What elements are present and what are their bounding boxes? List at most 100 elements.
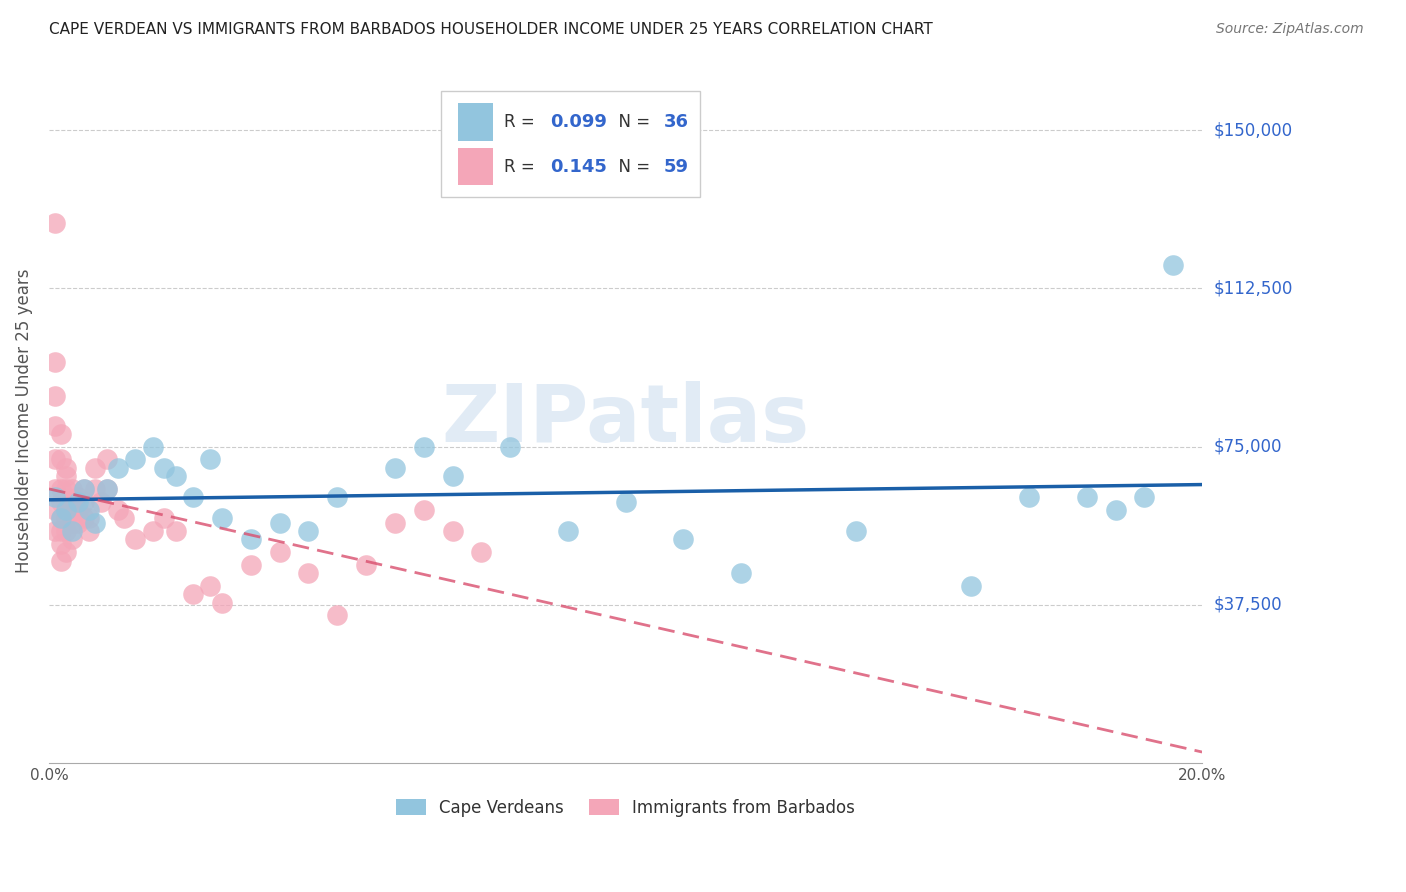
Point — [1076, 491, 1098, 505]
Point — [79, 511, 101, 525]
Point — [55, 511, 77, 525]
Point — [326, 491, 349, 505]
Point — [165, 469, 187, 483]
Text: $150,000: $150,000 — [1213, 121, 1292, 139]
Point — [181, 491, 204, 505]
Point — [200, 579, 222, 593]
Point — [49, 452, 72, 467]
Point — [55, 494, 77, 508]
Point — [84, 516, 107, 530]
Point — [84, 482, 107, 496]
Text: R =: R = — [505, 113, 540, 131]
FancyBboxPatch shape — [458, 103, 494, 141]
Point — [614, 494, 637, 508]
Point — [44, 418, 66, 433]
Point — [79, 503, 101, 517]
Point — [55, 482, 77, 496]
Point — [354, 558, 377, 572]
Point — [269, 545, 291, 559]
Point — [211, 596, 233, 610]
Point — [297, 524, 319, 538]
Point — [44, 216, 66, 230]
Point — [412, 503, 434, 517]
Point — [49, 427, 72, 442]
Point — [49, 537, 72, 551]
Point — [49, 494, 72, 508]
Point — [55, 545, 77, 559]
Point — [44, 482, 66, 496]
Point — [55, 503, 77, 517]
Point — [239, 558, 262, 572]
Point — [1161, 258, 1184, 272]
Point — [84, 460, 107, 475]
Point — [96, 452, 118, 467]
Point — [66, 494, 89, 508]
Point — [297, 566, 319, 581]
Point — [55, 524, 77, 538]
Point — [384, 516, 406, 530]
Point — [470, 545, 492, 559]
Text: $112,500: $112,500 — [1213, 279, 1292, 297]
Point — [55, 469, 77, 483]
Point — [44, 491, 66, 505]
Point — [72, 482, 94, 496]
Text: ZIPatlas: ZIPatlas — [441, 381, 810, 459]
Text: R =: R = — [505, 158, 540, 176]
Point — [60, 516, 83, 530]
Point — [1133, 491, 1156, 505]
Point — [1018, 491, 1040, 505]
Point — [211, 511, 233, 525]
Point — [557, 524, 579, 538]
Point — [107, 460, 129, 475]
Point — [44, 452, 66, 467]
Point — [44, 389, 66, 403]
Point — [44, 355, 66, 369]
Point — [124, 533, 146, 547]
Point — [72, 511, 94, 525]
Point — [60, 494, 83, 508]
Point — [441, 524, 464, 538]
Text: $75,000: $75,000 — [1213, 438, 1282, 456]
Text: 0.145: 0.145 — [551, 158, 607, 176]
Text: N =: N = — [609, 113, 655, 131]
Point — [55, 460, 77, 475]
Point — [72, 494, 94, 508]
Point — [49, 511, 72, 525]
Point — [66, 491, 89, 505]
Point — [326, 608, 349, 623]
Point — [112, 511, 135, 525]
Point — [60, 524, 83, 538]
Y-axis label: Householder Income Under 25 years: Householder Income Under 25 years — [15, 268, 32, 573]
Point — [499, 440, 522, 454]
Point — [1104, 503, 1126, 517]
Legend: Cape Verdeans, Immigrants from Barbados: Cape Verdeans, Immigrants from Barbados — [389, 792, 862, 823]
Point — [730, 566, 752, 581]
Point — [79, 524, 101, 538]
Point — [412, 440, 434, 454]
Text: N =: N = — [609, 158, 655, 176]
Text: CAPE VERDEAN VS IMMIGRANTS FROM BARBADOS HOUSEHOLDER INCOME UNDER 25 YEARS CORRE: CAPE VERDEAN VS IMMIGRANTS FROM BARBADOS… — [49, 22, 934, 37]
Point — [49, 511, 72, 525]
Text: $37,500: $37,500 — [1213, 596, 1282, 614]
Point — [200, 452, 222, 467]
Point — [44, 503, 66, 517]
Point — [845, 524, 868, 538]
Point — [49, 524, 72, 538]
FancyBboxPatch shape — [458, 148, 494, 186]
Text: 36: 36 — [664, 113, 689, 131]
Point — [72, 482, 94, 496]
Point — [49, 482, 72, 496]
Point — [672, 533, 695, 547]
Point — [960, 579, 983, 593]
Text: 0.099: 0.099 — [551, 113, 607, 131]
Point — [60, 503, 83, 517]
Point — [66, 516, 89, 530]
FancyBboxPatch shape — [441, 91, 700, 197]
Point — [96, 482, 118, 496]
Point — [124, 452, 146, 467]
Text: Source: ZipAtlas.com: Source: ZipAtlas.com — [1216, 22, 1364, 37]
Point — [49, 553, 72, 567]
Point — [153, 460, 176, 475]
Point — [384, 460, 406, 475]
Point — [181, 587, 204, 601]
